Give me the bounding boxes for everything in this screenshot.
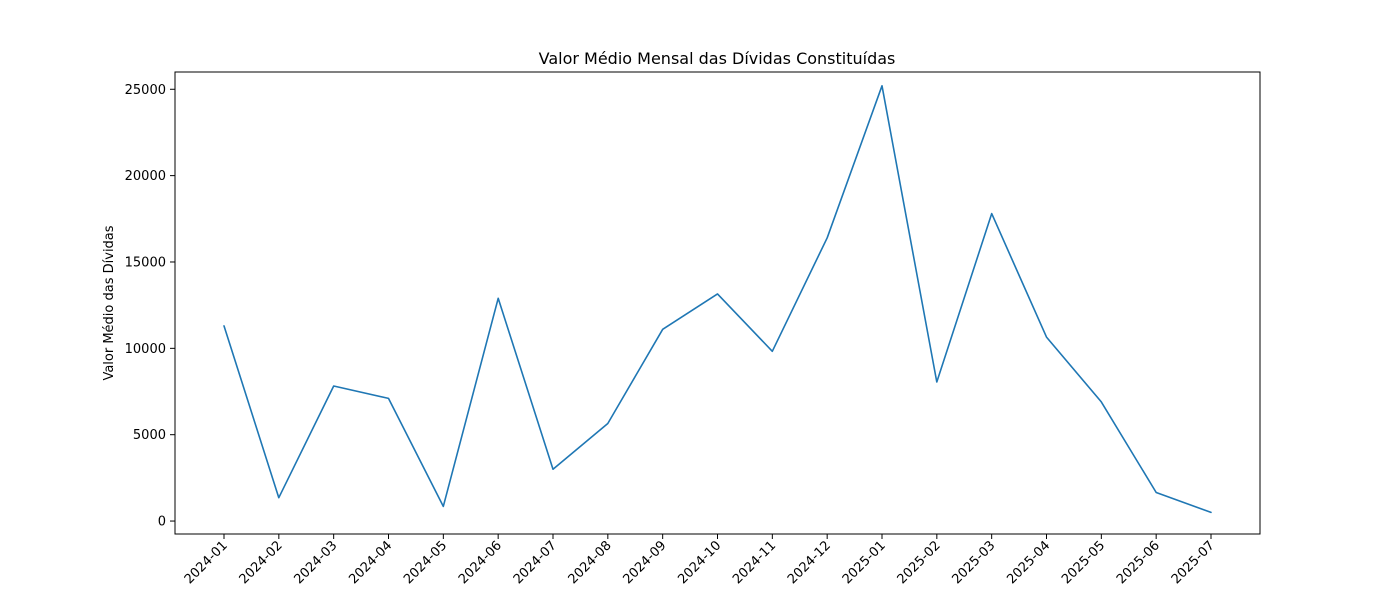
x-tick-label: 2025-05 [1059,538,1108,587]
x-tick-label: 2025-06 [1114,538,1163,587]
x-tick-label: 2025-04 [1004,538,1053,587]
x-tick-label: 2024-03 [291,538,340,587]
x-tick-label: 2024-10 [675,538,724,587]
y-axis-label: Valor Médio das Dívidas [102,225,117,380]
y-tick-label: 0 [158,515,166,530]
x-tick-label: 2024-08 [566,538,615,587]
x-tick-label: 2024-02 [237,538,286,587]
x-tick-label: 2024-09 [620,538,669,587]
chart-title: Valor Médio Mensal das Dívidas Constituí… [539,49,896,68]
x-tick-label: 2024-06 [456,538,505,587]
x-tick-label: 2025-07 [1169,538,1218,587]
x-tick-label: 2024-05 [401,538,450,587]
x-tick-label: 2024-12 [785,538,834,587]
x-tick-label: 2024-04 [346,538,395,587]
y-tick-label: 20000 [125,169,166,184]
x-tick-label: 2025-02 [895,538,944,587]
plot-frame [174,71,1261,535]
series-line [223,85,1212,514]
y-tick-label: 5000 [133,428,166,443]
y-tick-label: 15000 [125,255,166,270]
x-tick-label: 2024-07 [511,538,560,587]
y-tick-label: 10000 [125,342,166,357]
x-tick-label: 2025-01 [840,538,889,587]
x-tick-label: 2025-03 [949,538,998,587]
x-tick-label: 2024-01 [182,538,231,587]
x-tick-label: 2024-11 [730,538,779,587]
y-tick-label: 25000 [125,83,166,98]
